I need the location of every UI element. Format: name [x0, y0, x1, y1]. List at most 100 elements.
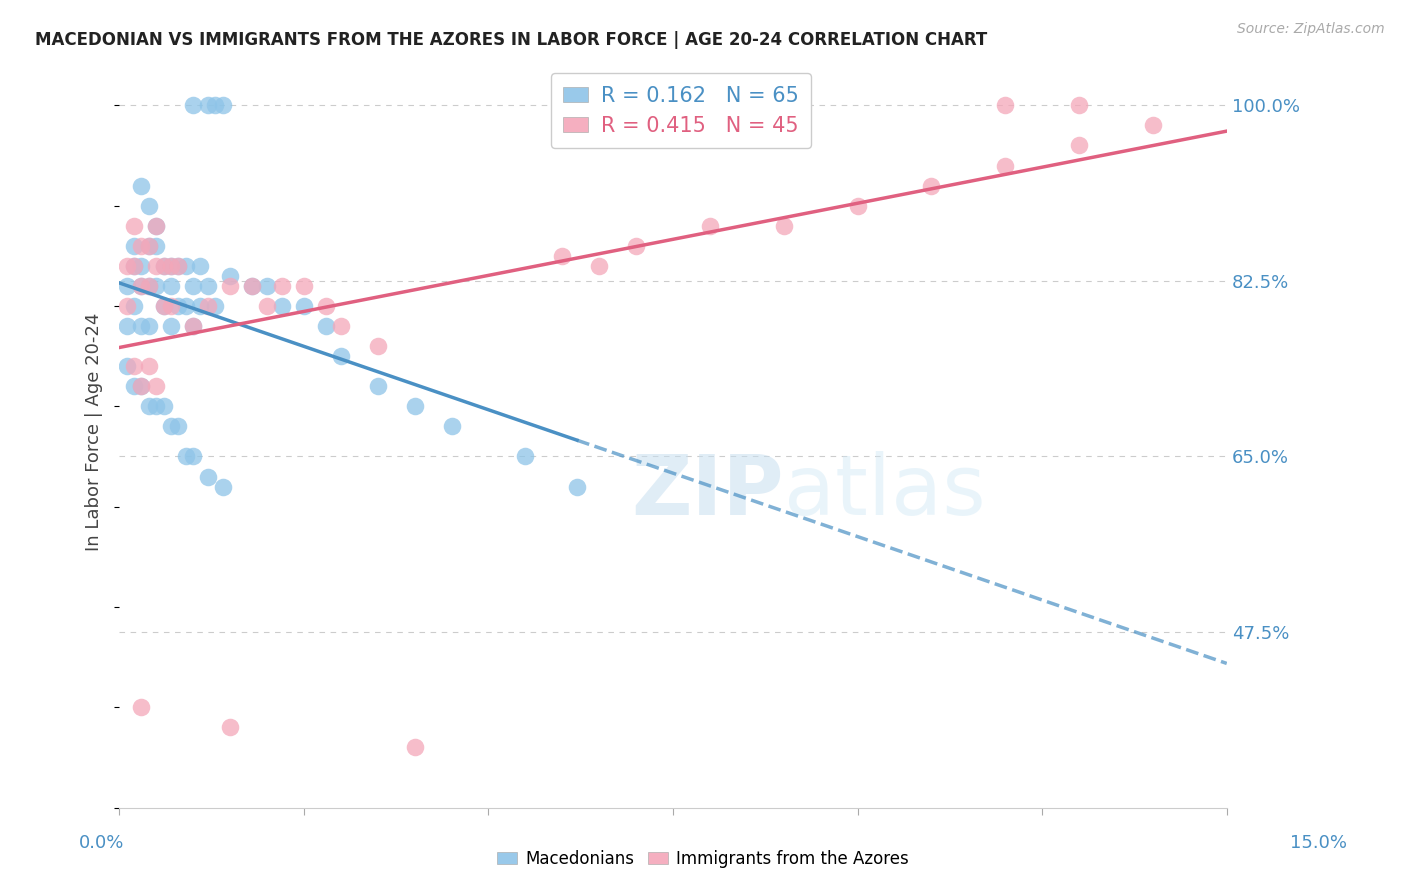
Point	[367, 379, 389, 393]
Point	[211, 479, 233, 493]
Point	[404, 399, 426, 413]
Text: 15.0%: 15.0%	[1291, 834, 1347, 852]
Point	[240, 279, 263, 293]
Point	[588, 259, 610, 273]
Point	[167, 259, 190, 273]
Point	[624, 239, 647, 253]
Point	[160, 419, 183, 434]
Point	[160, 259, 183, 273]
Point	[160, 279, 183, 293]
Point	[211, 98, 233, 112]
Point	[115, 359, 138, 373]
Point	[256, 279, 278, 293]
Point	[920, 178, 942, 193]
Point	[174, 259, 197, 273]
Point	[270, 279, 292, 293]
Point	[994, 159, 1017, 173]
Point	[131, 379, 153, 393]
Text: 0.0%: 0.0%	[79, 834, 124, 852]
Text: atlas: atlas	[783, 451, 986, 532]
Point	[138, 279, 160, 293]
Point	[152, 259, 174, 273]
Point	[181, 279, 204, 293]
Point	[256, 299, 278, 313]
Point	[190, 299, 212, 313]
Point	[145, 399, 167, 413]
Point	[565, 479, 588, 493]
Point	[174, 450, 197, 464]
Point	[181, 319, 204, 334]
Text: ZIP: ZIP	[631, 451, 783, 532]
Point	[190, 259, 212, 273]
Point	[174, 299, 197, 313]
Point	[160, 259, 183, 273]
Point	[204, 299, 226, 313]
Point	[152, 399, 174, 413]
Point	[138, 359, 160, 373]
Point	[138, 399, 160, 413]
Point	[219, 720, 242, 734]
Point	[551, 249, 574, 263]
Point	[167, 259, 190, 273]
Point	[138, 279, 160, 293]
Point	[846, 199, 869, 213]
Point	[152, 259, 174, 273]
Point	[138, 239, 160, 253]
Point	[131, 259, 153, 273]
Y-axis label: In Labor Force | Age 20-24: In Labor Force | Age 20-24	[86, 312, 103, 550]
Point	[122, 239, 145, 253]
Point	[440, 419, 463, 434]
Point	[219, 268, 242, 283]
Point	[122, 379, 145, 393]
Point	[152, 299, 174, 313]
Point	[270, 299, 292, 313]
Legend: Macedonians, Immigrants from the Azores: Macedonians, Immigrants from the Azores	[491, 844, 915, 875]
Point	[115, 319, 138, 334]
Point	[315, 299, 337, 313]
Point	[1067, 98, 1090, 112]
Point	[197, 279, 219, 293]
Legend: R = 0.162   N = 65, R = 0.415   N = 45: R = 0.162 N = 65, R = 0.415 N = 45	[551, 73, 811, 148]
Point	[122, 299, 145, 313]
Point	[131, 279, 153, 293]
Point	[219, 279, 242, 293]
Point	[292, 299, 315, 313]
Point	[131, 178, 153, 193]
Point	[197, 98, 219, 112]
Point	[367, 339, 389, 353]
Point	[315, 319, 337, 334]
Point	[515, 450, 537, 464]
Point	[145, 259, 167, 273]
Point	[145, 219, 167, 233]
Point	[145, 239, 167, 253]
Point	[152, 299, 174, 313]
Point	[115, 299, 138, 313]
Point	[404, 740, 426, 755]
Point	[131, 319, 153, 334]
Text: MACEDONIAN VS IMMIGRANTS FROM THE AZORES IN LABOR FORCE | AGE 20-24 CORRELATION : MACEDONIAN VS IMMIGRANTS FROM THE AZORES…	[35, 31, 987, 49]
Point	[994, 98, 1017, 112]
Point	[329, 319, 352, 334]
Point	[131, 700, 153, 714]
Point	[329, 349, 352, 363]
Point	[138, 319, 160, 334]
Point	[240, 279, 263, 293]
Point	[1142, 119, 1164, 133]
Point	[122, 359, 145, 373]
Point	[772, 219, 794, 233]
Point	[292, 279, 315, 293]
Point	[197, 469, 219, 483]
Point	[138, 199, 160, 213]
Point	[1067, 138, 1090, 153]
Point	[160, 319, 183, 334]
Point	[131, 279, 153, 293]
Point	[131, 379, 153, 393]
Point	[197, 299, 219, 313]
Point	[181, 98, 204, 112]
Point	[122, 219, 145, 233]
Point	[167, 299, 190, 313]
Point	[145, 219, 167, 233]
Point	[145, 379, 167, 393]
Point	[699, 219, 721, 233]
Point	[122, 259, 145, 273]
